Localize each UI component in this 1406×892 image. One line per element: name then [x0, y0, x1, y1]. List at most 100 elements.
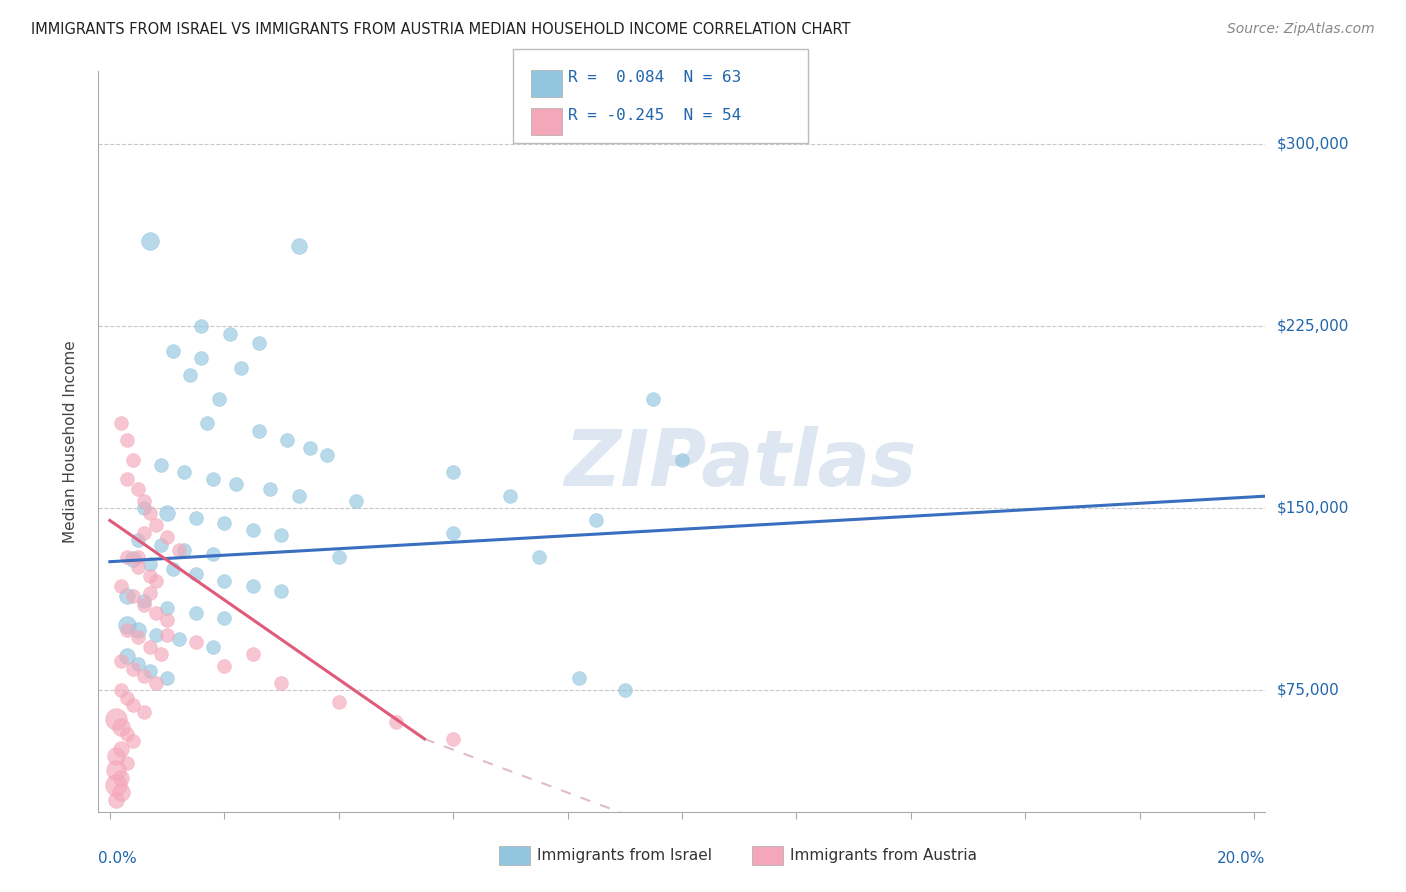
Point: [150, 538, 173, 552]
Point: [225, 477, 247, 491]
Point: [568, 671, 591, 685]
Point: [270, 676, 292, 690]
Point: [585, 513, 607, 527]
Point: [115, 472, 138, 486]
Point: [121, 734, 143, 748]
Point: [184, 606, 207, 620]
Point: [156, 506, 179, 520]
Text: Immigrants from Israel: Immigrants from Israel: [537, 848, 711, 863]
Text: R =  0.084  N = 63: R = 0.084 N = 63: [568, 70, 741, 85]
Point: [219, 326, 242, 341]
Point: [156, 530, 179, 544]
Point: [328, 696, 350, 710]
Point: [110, 417, 132, 431]
Point: [231, 360, 253, 375]
Point: [115, 589, 138, 603]
Point: [613, 683, 636, 698]
Text: $225,000: $225,000: [1277, 318, 1348, 334]
Point: [115, 756, 138, 771]
Point: [643, 392, 665, 406]
Point: [150, 647, 173, 661]
Point: [127, 623, 149, 637]
Point: [139, 664, 162, 678]
Text: $75,000: $75,000: [1277, 683, 1340, 698]
Point: [441, 525, 464, 540]
Text: R = -0.245  N = 54: R = -0.245 N = 54: [568, 108, 741, 123]
Point: [145, 518, 167, 533]
Text: $150,000: $150,000: [1277, 500, 1348, 516]
Point: [127, 630, 149, 644]
Point: [134, 669, 156, 683]
Point: [184, 511, 207, 525]
Point: [145, 676, 167, 690]
Point: [139, 640, 162, 654]
Point: [127, 559, 149, 574]
Point: [190, 319, 212, 334]
Point: [201, 472, 224, 486]
Y-axis label: Median Household Income: Median Household Income: [63, 340, 77, 543]
Point: [110, 654, 132, 668]
Point: [115, 434, 138, 448]
Point: [287, 239, 309, 253]
Point: [156, 600, 179, 615]
Point: [276, 434, 298, 448]
Point: [104, 748, 127, 763]
Point: [441, 465, 464, 479]
Point: [110, 683, 132, 698]
Point: [527, 549, 550, 564]
Point: [150, 458, 173, 472]
Point: [104, 713, 127, 727]
Point: [104, 792, 127, 806]
Point: [184, 566, 207, 581]
Point: [134, 599, 156, 613]
Point: [184, 635, 207, 649]
Point: [139, 586, 162, 600]
Point: [247, 336, 270, 351]
Point: [127, 657, 149, 671]
Text: $300,000: $300,000: [1277, 136, 1348, 152]
Point: [344, 494, 367, 508]
Point: [115, 690, 138, 705]
Point: [134, 494, 156, 508]
Point: [121, 698, 143, 712]
Point: [441, 731, 464, 746]
Point: [247, 424, 270, 438]
Point: [214, 516, 236, 530]
Point: [242, 579, 264, 593]
Point: [299, 441, 322, 455]
Point: [214, 610, 236, 624]
Point: [156, 613, 179, 627]
Point: [134, 593, 156, 607]
Point: [162, 343, 184, 358]
Point: [134, 501, 156, 516]
Point: [145, 627, 167, 641]
Point: [385, 714, 408, 729]
Point: [139, 569, 162, 583]
Text: 0.0%: 0.0%: [98, 851, 138, 865]
Point: [145, 574, 167, 588]
Point: [259, 482, 281, 496]
Point: [110, 771, 132, 785]
Point: [127, 482, 149, 496]
Point: [316, 448, 339, 462]
Point: [115, 727, 138, 741]
Point: [127, 549, 149, 564]
Point: [167, 542, 190, 557]
Point: [270, 583, 292, 598]
Point: [207, 392, 229, 406]
Point: [139, 506, 162, 520]
Point: [110, 720, 132, 734]
Point: [139, 557, 162, 571]
Point: [104, 778, 127, 792]
Point: [190, 351, 212, 365]
Point: [328, 549, 350, 564]
Point: [115, 549, 138, 564]
Point: [110, 579, 132, 593]
Text: ZIPatlas: ZIPatlas: [564, 425, 917, 502]
Point: [110, 785, 132, 799]
Point: [110, 741, 132, 756]
Point: [173, 465, 195, 479]
Point: [201, 640, 224, 654]
Point: [270, 528, 292, 542]
Text: 20.0%: 20.0%: [1218, 851, 1265, 865]
